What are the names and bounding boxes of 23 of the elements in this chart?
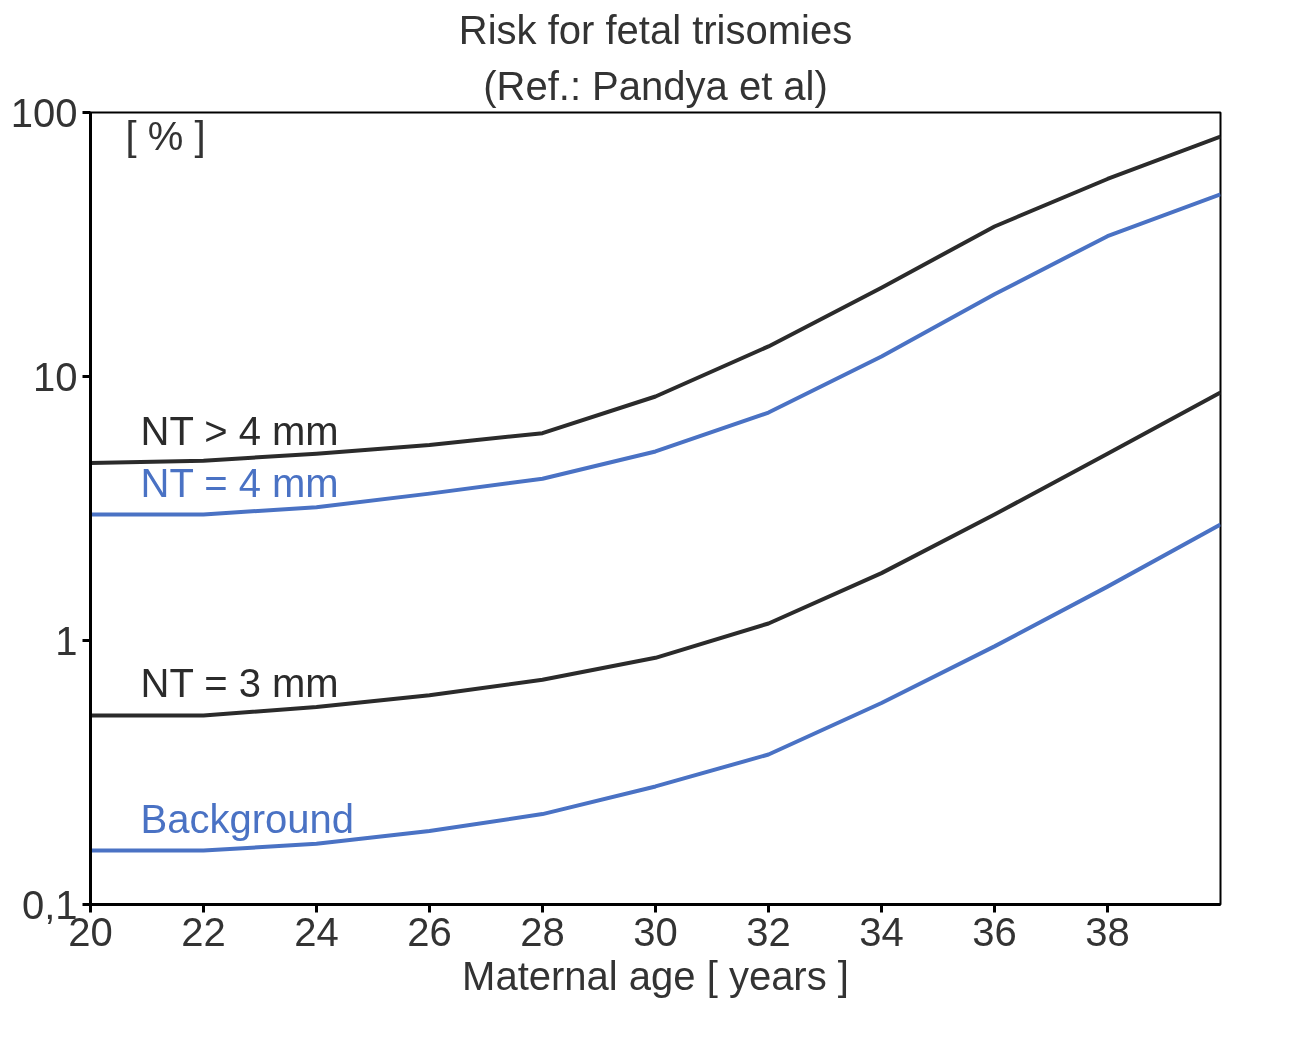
y-tick-label: 100 [10, 90, 78, 135]
y-tick-label: 10 [33, 354, 78, 399]
x-tick-label: 26 [407, 909, 452, 954]
series-label: NT = 4 mm [140, 460, 339, 505]
x-tick-label: 24 [294, 909, 339, 954]
chart-subtitle: (Ref.: Pandya et al) [483, 63, 828, 108]
x-axis-title: Maternal age [ years ] [462, 953, 849, 998]
x-tick-label: 34 [859, 909, 904, 954]
series-label: Background [140, 796, 354, 841]
line-series [90, 192, 1221, 517]
series-label: NT = 3 mm [140, 661, 339, 706]
x-tick-label: 38 [1085, 909, 1130, 954]
chart-title: Risk for fetal trisomies [458, 7, 853, 52]
line-series [90, 390, 1221, 718]
x-tick-label: 32 [746, 909, 791, 954]
y-tick-label: 1 [55, 618, 78, 663]
x-tick-label: 22 [181, 909, 226, 954]
x-tick-label: 28 [520, 909, 565, 954]
x-tick-label: 30 [633, 909, 678, 954]
series-label: NT > 4 mm [140, 409, 339, 454]
x-tick-label: 36 [972, 909, 1017, 954]
y-axis-title: [ % ] [125, 113, 206, 158]
line-series [90, 522, 1221, 853]
